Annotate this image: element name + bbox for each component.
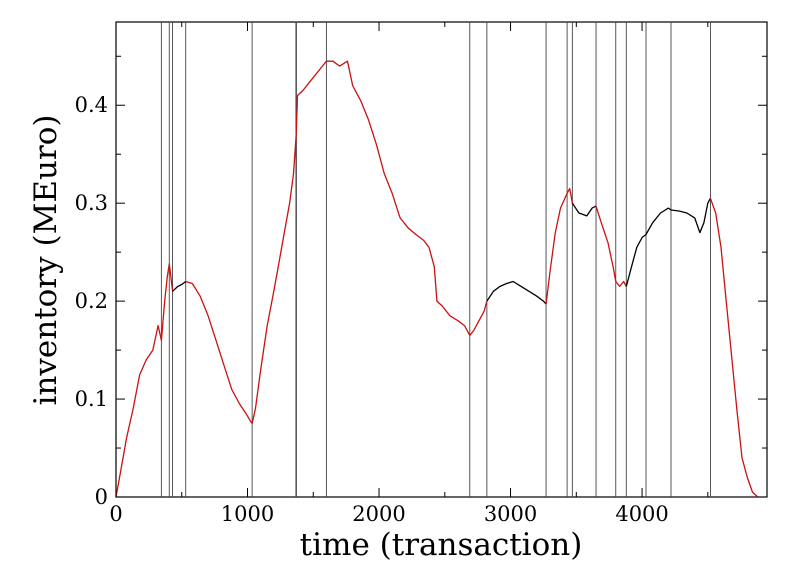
- series-line-7: [625, 197, 711, 287]
- series-line-2: [185, 60, 488, 425]
- series-line-1: [172, 280, 187, 292]
- x-tick-label-0: 0: [109, 502, 122, 526]
- y-tick-label-3: 0.3: [75, 191, 108, 215]
- y-tick-label-4: 0.4: [75, 93, 108, 117]
- vertical-lines-group: [160, 22, 711, 497]
- series-line-3: [486, 280, 547, 305]
- x-tick-label-1: 1000: [221, 502, 274, 526]
- y-tick-label-1: 0.1: [75, 387, 108, 411]
- y-axis-title: inventory (MEuro): [28, 114, 64, 405]
- y-tick-label-0: 0: [95, 485, 108, 509]
- series-line-0: [115, 263, 174, 498]
- series-line-4: [545, 187, 574, 305]
- series-group: [115, 60, 759, 498]
- ticks-group: 0 1000 2000 3000 4000 0 0.1 0.2 0.3 0.4: [75, 22, 767, 526]
- x-tick-label-3: 3000: [484, 502, 537, 526]
- x-tick-label-4: 4000: [615, 502, 668, 526]
- series-line-6: [595, 205, 627, 288]
- plot-frame: [115, 21, 768, 498]
- x-tick-label-2: 2000: [352, 502, 405, 526]
- x-axis-title: time (transaction): [300, 527, 583, 563]
- series-line-5: [571, 202, 597, 217]
- series-line-8: [709, 198, 759, 498]
- y-tick-label-2: 0.2: [75, 289, 108, 313]
